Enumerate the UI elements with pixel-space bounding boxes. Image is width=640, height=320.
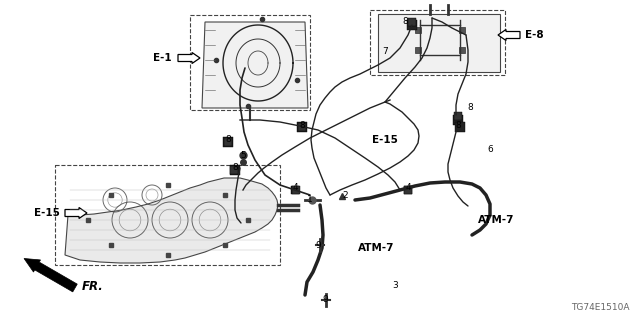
Text: E-1: E-1 bbox=[154, 53, 172, 63]
Polygon shape bbox=[230, 165, 240, 175]
Text: 5: 5 bbox=[240, 150, 246, 159]
Polygon shape bbox=[298, 123, 306, 131]
Polygon shape bbox=[230, 166, 238, 174]
Polygon shape bbox=[459, 27, 465, 33]
Text: 8: 8 bbox=[232, 164, 238, 172]
Text: TG74E1510A: TG74E1510A bbox=[572, 303, 630, 312]
Text: 4: 4 bbox=[405, 183, 411, 193]
Polygon shape bbox=[202, 22, 308, 108]
Text: 2: 2 bbox=[342, 191, 348, 201]
Text: 8: 8 bbox=[455, 121, 461, 130]
Text: 8: 8 bbox=[299, 121, 305, 130]
FancyArrow shape bbox=[65, 207, 87, 219]
Polygon shape bbox=[453, 115, 463, 125]
Polygon shape bbox=[223, 137, 233, 147]
Text: E-15: E-15 bbox=[34, 208, 60, 218]
Text: 8: 8 bbox=[402, 18, 408, 27]
Polygon shape bbox=[404, 186, 412, 194]
Polygon shape bbox=[415, 27, 421, 33]
Text: 8: 8 bbox=[467, 103, 473, 113]
Text: 9: 9 bbox=[322, 295, 328, 305]
Polygon shape bbox=[459, 47, 465, 53]
Text: ATM-7: ATM-7 bbox=[358, 243, 394, 253]
FancyArrow shape bbox=[178, 52, 200, 63]
Polygon shape bbox=[404, 186, 412, 194]
Text: 7: 7 bbox=[382, 47, 388, 57]
FancyArrow shape bbox=[24, 259, 77, 292]
Text: 4: 4 bbox=[292, 183, 298, 193]
Text: ATM-7: ATM-7 bbox=[478, 215, 515, 225]
Text: E-8: E-8 bbox=[525, 30, 543, 40]
Polygon shape bbox=[455, 122, 465, 132]
Polygon shape bbox=[65, 178, 278, 263]
Text: 3: 3 bbox=[392, 281, 398, 290]
Text: 6: 6 bbox=[487, 146, 493, 155]
Polygon shape bbox=[291, 186, 299, 194]
Polygon shape bbox=[297, 122, 307, 132]
Polygon shape bbox=[454, 112, 462, 120]
FancyArrow shape bbox=[498, 29, 520, 41]
Text: 8: 8 bbox=[225, 135, 231, 145]
Polygon shape bbox=[378, 14, 500, 72]
Polygon shape bbox=[407, 20, 417, 30]
Text: 1: 1 bbox=[307, 196, 313, 204]
Polygon shape bbox=[415, 47, 421, 53]
Polygon shape bbox=[408, 18, 416, 26]
Text: 9: 9 bbox=[315, 241, 321, 250]
Text: FR.: FR. bbox=[82, 279, 104, 292]
Text: E-15: E-15 bbox=[372, 135, 398, 145]
Polygon shape bbox=[224, 138, 232, 146]
Polygon shape bbox=[292, 186, 300, 194]
